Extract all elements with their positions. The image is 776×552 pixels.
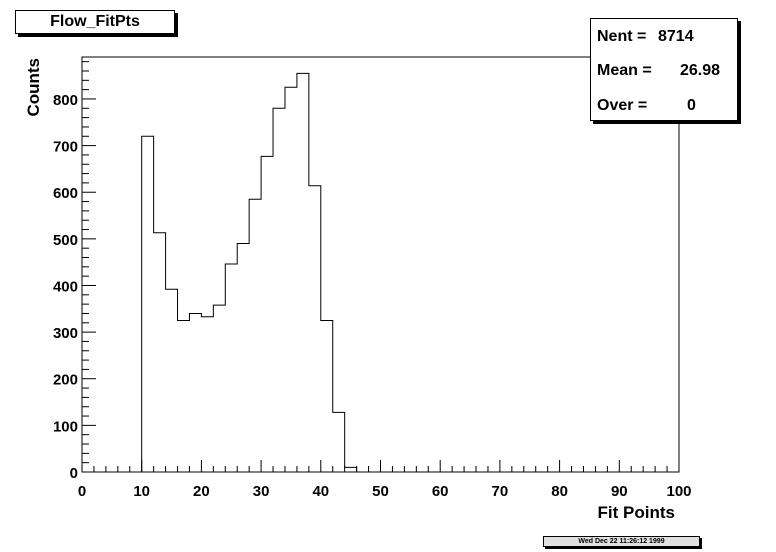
x-tick-label: 30 (253, 483, 270, 500)
timestamp-bar: Wed Dec 22 11:26:12 1999 (543, 536, 700, 547)
stat-mean-value: 26.98 (680, 62, 721, 79)
y-tick-label: 0 (70, 465, 78, 482)
histogram-line (141, 72, 358, 472)
histogram-bin (273, 108, 285, 472)
histogram-bin (285, 87, 297, 472)
histogram-bin (297, 73, 309, 472)
histogram-bin (249, 199, 261, 472)
stat-over: Over = 0 (597, 97, 696, 115)
histogram-bin (261, 156, 273, 472)
stat-over-value: 0 (687, 97, 696, 114)
histogram-bin (225, 264, 237, 472)
stat-over-label: Over = (597, 97, 648, 114)
histogram-bin (309, 186, 321, 472)
histogram-bin (213, 305, 225, 472)
histogram-bin (178, 320, 190, 472)
histogram-bin (345, 467, 357, 472)
x-tick-label: 10 (133, 483, 150, 500)
y-tick-label: 600 (53, 185, 78, 202)
histogram-bin (142, 136, 154, 472)
y-tick-label: 500 (53, 232, 78, 249)
stat-mean: Mean = 26.98 (597, 62, 720, 80)
x-tick-label: 60 (432, 483, 449, 500)
x-tick-label: 20 (193, 483, 210, 500)
y-tick-labels: 0 100 200 300 400 500 600 700 800 (53, 92, 78, 482)
x-axis-label: Fit Points (598, 503, 675, 522)
stat-nent-label: Nent = (597, 28, 647, 45)
y-tick-label: 200 (53, 372, 78, 389)
y-tick-label: 400 (53, 278, 78, 295)
x-tick-label: 40 (312, 483, 329, 500)
stats-box: Nent = 8714 Mean = 26.98 Over = 0 (590, 18, 738, 121)
x-tick-labels: 0 10 20 30 40 50 60 70 80 90 100 (78, 483, 692, 500)
histogram-bin (154, 233, 166, 472)
histogram-bin (237, 244, 249, 472)
x-tick-label: 80 (551, 483, 568, 500)
histogram-bin (333, 412, 345, 472)
histogram-bins (142, 73, 357, 472)
histogram-bin (201, 317, 213, 472)
axis-ticks (81, 61, 680, 473)
histogram-bin (166, 289, 178, 472)
x-tick-label: 90 (611, 483, 628, 500)
stat-nent-value: 8714 (658, 28, 694, 45)
y-tick-label: 800 (53, 92, 78, 109)
x-tick-label: 70 (492, 483, 509, 500)
histogram-title: Flow_FitPts (15, 10, 175, 34)
y-axis-label: Counts (24, 58, 43, 117)
x-tick-label: 0 (78, 483, 86, 500)
y-tick-label: 700 (53, 139, 78, 156)
x-tick-label: 50 (372, 483, 389, 500)
histogram-bin (189, 313, 201, 472)
y-tick-label: 300 (53, 325, 78, 342)
histogram-bin (321, 320, 333, 472)
y-tick-label: 100 (53, 418, 78, 435)
x-tick-label: 100 (666, 483, 691, 500)
stat-mean-label: Mean = (597, 62, 652, 79)
stat-nent: Nent = 8714 (597, 28, 694, 46)
